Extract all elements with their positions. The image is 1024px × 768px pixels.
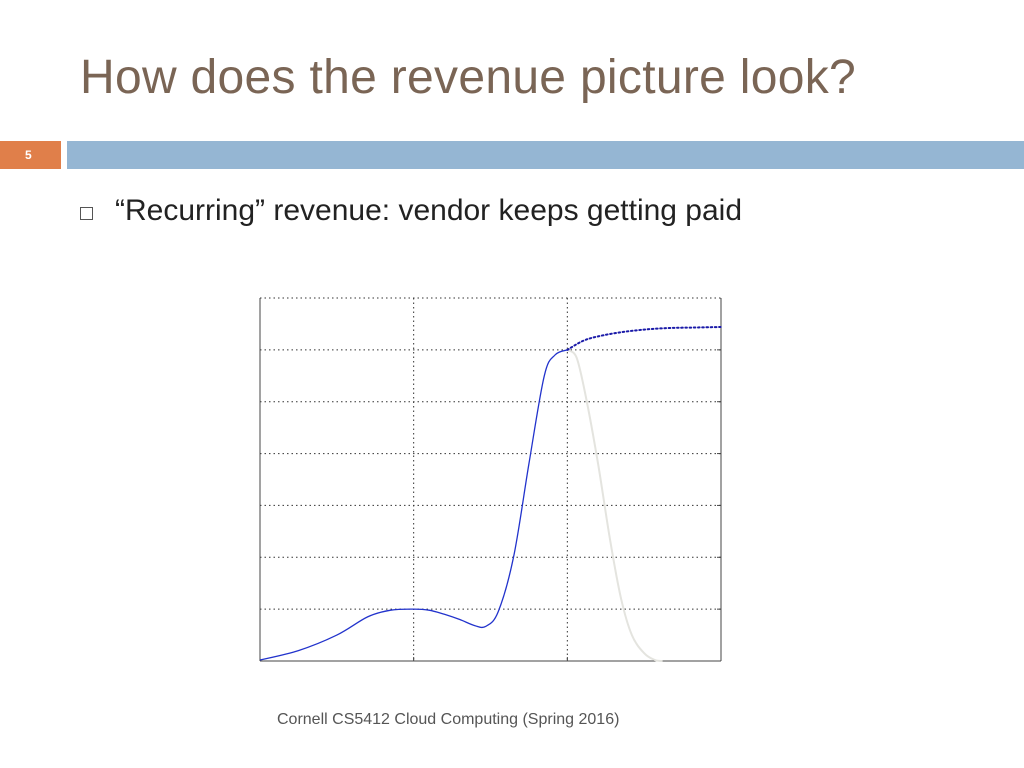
revenue-chart: [259, 297, 722, 662]
slide-footer: Cornell CS5412 Cloud Computing (Spring 2…: [277, 711, 620, 728]
series-line-2: [566, 349, 663, 662]
slide-title: How does the revenue picture look?: [80, 51, 856, 104]
page-number: 5: [25, 148, 32, 162]
series-line-1: [566, 326, 722, 351]
page-number-tab: 5: [0, 141, 61, 169]
square-bullet-icon: [80, 206, 93, 220]
bullet-item: “Recurring” revenue: vendor keeps gettin…: [80, 194, 742, 228]
bullet-text: “Recurring” revenue: vendor keeps gettin…: [115, 194, 743, 227]
title-accent-bar: [67, 141, 1024, 169]
series-line-0: [259, 349, 568, 661]
